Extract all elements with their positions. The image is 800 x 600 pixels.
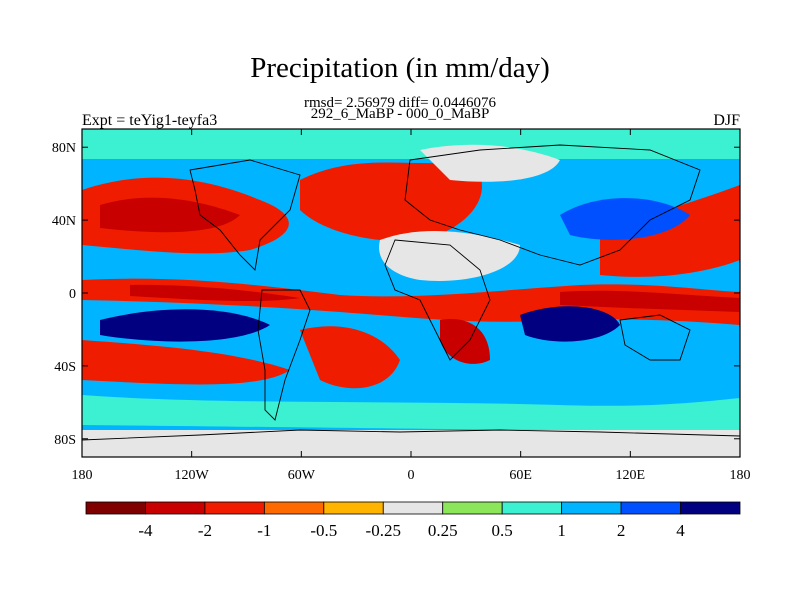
colorbar-label: -0.5 — [310, 521, 337, 540]
colorbar-swatch — [442, 501, 503, 515]
field-region — [379, 230, 520, 281]
field-region — [420, 144, 560, 182]
colorbar-swatch — [382, 501, 444, 515]
x-tick-label: 60E — [509, 468, 532, 483]
field-region — [600, 185, 740, 277]
y-tick-label: 40S — [54, 360, 76, 375]
coastlines — [82, 144, 740, 441]
colorbar: -4 -2 -1 -0.5 -0.25 0.25 0.5 1 2 4 — [85, 501, 741, 540]
experiment-label: Expt = teYig1-teyfa3 — [82, 112, 218, 129]
colorbar-swatch — [204, 501, 265, 515]
field-region — [560, 290, 740, 312]
colorbar-label: 1 — [557, 521, 566, 540]
colorbar-swatch — [263, 501, 325, 515]
colorbar-label: -0.25 — [366, 521, 401, 540]
season-label: DJF — [713, 112, 740, 129]
coastline — [257, 289, 311, 421]
field-region — [82, 395, 740, 431]
field-region — [130, 284, 300, 302]
colorbar-label: 2 — [617, 521, 626, 540]
coastline — [189, 159, 301, 271]
colorbar-swatch — [561, 501, 622, 515]
chart-title: Precipitation (in mm/day) — [250, 52, 550, 84]
coastline — [384, 239, 491, 361]
colorbar-swatch — [680, 501, 741, 515]
colorbar-label: 0.5 — [492, 521, 513, 540]
colorbar-swatch — [145, 501, 206, 515]
field-region — [100, 197, 240, 233]
x-tick-label: 180 — [72, 468, 93, 483]
colorbar-label: -2 — [198, 521, 212, 540]
colorbar-swatch — [501, 501, 563, 515]
field-region — [100, 309, 270, 342]
field-region — [300, 160, 482, 241]
colorbar-label: 4 — [676, 521, 685, 540]
x-tick-label: 120W — [175, 468, 210, 483]
x-tick-label: 60W — [288, 468, 316, 483]
coastline — [82, 429, 740, 441]
stats-line: rmsd= 2.56979 diff= 0.0446076 — [303, 95, 497, 111]
y-tick-label: 80N — [52, 141, 76, 156]
colorbar-swatch — [85, 501, 146, 515]
coastline — [404, 144, 701, 266]
colorbar-label: 0.25 — [428, 521, 458, 540]
y-tick-label: 40N — [52, 214, 76, 229]
colorbar-label: -1 — [257, 521, 271, 540]
field-region — [560, 198, 690, 240]
field-region — [300, 326, 400, 389]
colorbar-swatch — [620, 501, 681, 515]
colorbar-label: -4 — [138, 521, 153, 540]
coastline — [619, 314, 691, 361]
y-tick-label: 80S — [54, 433, 76, 448]
field-region — [440, 319, 490, 364]
axes: 180 120W 60W 0 60E 120E 180 80N 40N 0 40S 80S — [52, 129, 751, 483]
y-tick-label: 0 — [69, 287, 76, 302]
chart-subtitle: 292_6_MaBP - 000_0_MaBP — [310, 106, 490, 122]
x-tick-label: 0 — [408, 468, 415, 483]
field-region — [82, 340, 290, 385]
field-region — [520, 306, 620, 342]
x-tick-label: 180 — [730, 468, 751, 483]
colorbar-swatch — [323, 501, 384, 515]
x-tick-label: 120E — [616, 468, 646, 483]
